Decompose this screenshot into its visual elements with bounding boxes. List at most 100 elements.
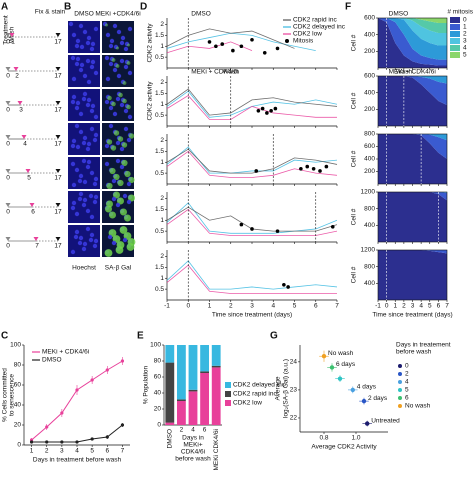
x-axis-label: Time since treatment (days) (212, 312, 292, 319)
y-tick-label: 600 (364, 73, 375, 80)
mitosis-dot (305, 164, 310, 169)
sa-gal-stain (124, 214, 131, 222)
nucleus (81, 158, 87, 164)
y-tick-label: 100 (10, 342, 21, 349)
nucleus (104, 143, 110, 149)
y-tick-label: 0.5 (155, 112, 164, 119)
mitosis-area (378, 18, 447, 68)
legend-swatch (398, 396, 402, 400)
point-label: 2 days (368, 395, 388, 402)
y-tick-label: 2 (160, 21, 164, 28)
sa-gal-stain (105, 205, 112, 213)
bar-segment (165, 362, 175, 423)
point (90, 378, 94, 382)
y-tick-label: 200 (364, 48, 375, 55)
event-label: Wash (223, 69, 240, 76)
nucleus (119, 102, 125, 108)
legend-label: 0 (463, 17, 467, 24)
nucleus (74, 43, 80, 49)
legend-swatch (398, 372, 402, 376)
point (361, 398, 367, 404)
nucleus (74, 123, 80, 129)
mitosis-dot (286, 285, 290, 289)
legend-label: DMSO (42, 357, 62, 364)
mitosis-dot (254, 169, 259, 173)
panel-label: G (270, 331, 278, 342)
nucleus (127, 70, 133, 76)
nucleus (112, 67, 118, 73)
nucleus (108, 61, 114, 67)
y-tick-label: 1 (160, 217, 164, 224)
legend-swatch (225, 400, 231, 406)
sa-gal-stain (126, 61, 131, 65)
nucleus (85, 102, 91, 108)
legend-swatch (450, 24, 460, 30)
mitosis-dot (265, 111, 269, 115)
x-tick-label: 3 (250, 303, 254, 310)
nucleus (85, 164, 91, 170)
nucleus (123, 46, 129, 52)
stain-label: SA-β Gal (105, 265, 132, 272)
nucleus (89, 214, 95, 220)
nucleus (81, 202, 87, 208)
x-axis-label: Time since treatment (days) (372, 312, 452, 319)
mitosis-area (378, 192, 447, 201)
legend-label: CDK2 delayed inc (293, 24, 346, 31)
x-tick-label: 0 (186, 303, 190, 310)
sa-gal-stain (113, 191, 120, 199)
nucleus (75, 38, 81, 44)
bar-segment (211, 365, 221, 368)
nucleus (82, 91, 88, 97)
legend-label: 6 (405, 395, 409, 402)
x-tick-label: 4 (419, 303, 423, 310)
trace (166, 202, 338, 234)
nucleus (85, 146, 91, 152)
event-label: MEKi + CDK4/6i (389, 69, 436, 76)
nucleus (89, 64, 95, 70)
nucleus (93, 176, 99, 182)
x-tick-label: 6 (105, 448, 109, 455)
nucleus (126, 181, 132, 187)
nucleus (70, 143, 76, 149)
stain-label: Hoechst (72, 265, 96, 272)
time-label: 17 (54, 209, 62, 216)
nucleus (74, 61, 80, 67)
legend-swatch (225, 391, 231, 397)
nucleus (71, 138, 77, 144)
y-tick-label: 1200 (361, 247, 376, 254)
x-tick-label: 2 (402, 303, 406, 310)
fix-arrow (55, 237, 61, 241)
trace (166, 208, 338, 236)
y-tick-label: 0.5 (155, 54, 164, 61)
wash-arrow (25, 169, 31, 173)
nucleus (90, 41, 96, 47)
point (321, 354, 327, 359)
sa-gal-stain (109, 211, 116, 219)
mitosis-area (378, 18, 447, 66)
nucleus (89, 46, 95, 52)
bar-segment (200, 373, 210, 425)
fix-arrow (55, 135, 61, 139)
treatment-arrow (5, 169, 11, 173)
y-tick-label: 22 (290, 415, 298, 422)
trace (166, 150, 338, 178)
nucleus (108, 105, 114, 111)
sa-gal-stain (107, 95, 112, 101)
sa-gal-stain (122, 81, 127, 85)
nucleus (78, 173, 84, 179)
time-label: 0 (6, 39, 10, 46)
series-line (31, 424, 123, 443)
mitosis-area (378, 76, 447, 84)
point-label: 4 days (357, 384, 377, 391)
nucleus (77, 178, 83, 184)
mitosis-area (378, 134, 447, 159)
nucleus (119, 146, 125, 152)
sa-gal-stain (118, 92, 123, 98)
nucleus (78, 235, 84, 241)
mitosis-dot (269, 108, 273, 113)
nucleus (92, 181, 98, 187)
y-tick-label: 2 (160, 137, 164, 144)
y-tick-label: 2 (160, 253, 164, 260)
micrograph (68, 55, 100, 87)
